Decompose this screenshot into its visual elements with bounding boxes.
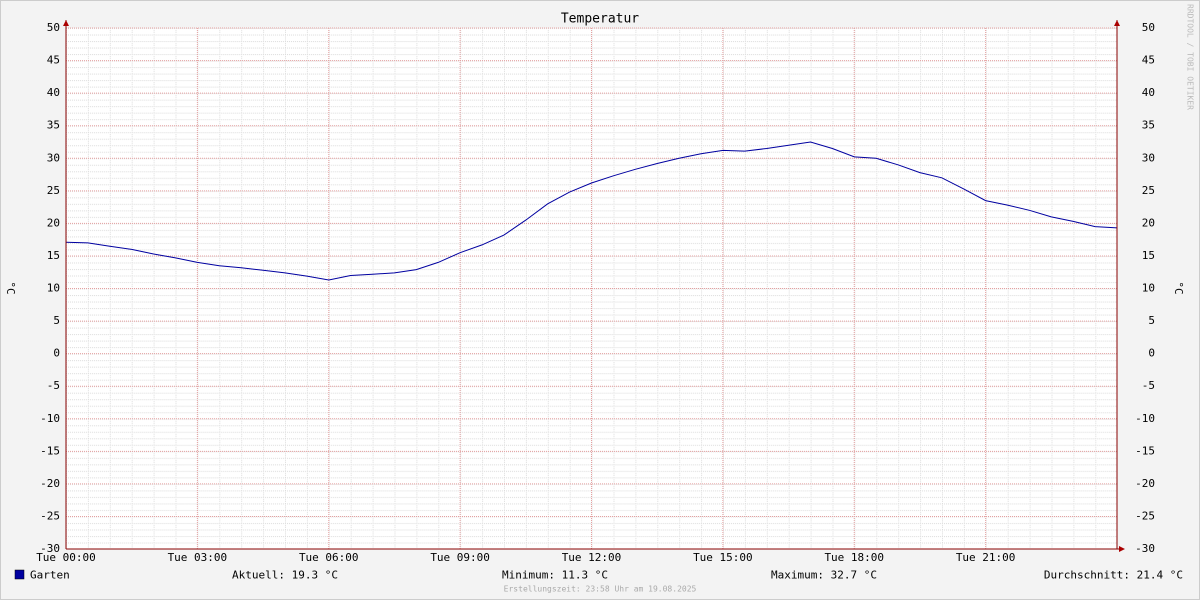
y-tick-label: 25 xyxy=(47,184,60,197)
y2-tick-label: 35 xyxy=(1142,119,1155,132)
y2-tick-label: 10 xyxy=(1142,282,1155,295)
x-tick-label: Tue 15:00 xyxy=(693,551,753,564)
x-tick-label: Tue 21:00 xyxy=(956,551,1016,564)
y-tick-label: 50 xyxy=(47,21,60,34)
x-tick-label: Tue 06:00 xyxy=(299,551,359,564)
y-tick-label: 40 xyxy=(47,86,60,99)
legend-label: Garten xyxy=(30,569,70,582)
y-tick-label: 15 xyxy=(47,249,60,262)
watermark: RRDTOOL / TOBI OETIKER xyxy=(1186,4,1195,110)
y2-tick-label: -5 xyxy=(1142,379,1155,392)
y-tick-label: 35 xyxy=(47,119,60,132)
x-tick-label: Tue 12:00 xyxy=(562,551,622,564)
x-tick-label: Tue 09:00 xyxy=(430,551,490,564)
y2-tick-label: 5 xyxy=(1148,314,1155,327)
y-tick-label: 20 xyxy=(47,216,60,229)
y-tick-label: -15 xyxy=(40,444,60,457)
y2-tick-label: 45 xyxy=(1142,54,1155,67)
footer: Erstellungszeit: 23:58 Uhr am 19.08.2025 xyxy=(504,585,697,594)
y2-tick-label: -15 xyxy=(1135,444,1155,457)
legend-swatch xyxy=(14,569,25,580)
y2-tick-label: 0 xyxy=(1148,347,1155,360)
x-tick-label: Tue 18:00 xyxy=(824,551,884,564)
stat: Minimum: 11.3 °C xyxy=(502,569,608,582)
y2-tick-label: -20 xyxy=(1135,477,1155,490)
y-tick-label: -10 xyxy=(40,412,60,425)
stat: Aktuell: 19.3 °C xyxy=(232,569,338,582)
y-tick-label: -30 xyxy=(40,542,60,555)
y-tick-label: 30 xyxy=(47,151,60,164)
stat: Durchschnitt: 21.4 °C xyxy=(1044,569,1183,582)
y2-axis-label: °C xyxy=(1172,281,1185,294)
y2-tick-label: 40 xyxy=(1142,86,1155,99)
y-tick-label: 45 xyxy=(47,54,60,67)
y-tick-label: 0 xyxy=(53,347,60,360)
y2-tick-label: 30 xyxy=(1142,151,1155,164)
y-tick-label: -25 xyxy=(40,509,60,522)
y2-tick-label: 15 xyxy=(1142,249,1155,262)
y-tick-label: 10 xyxy=(47,282,60,295)
y-tick-label: 5 xyxy=(53,314,60,327)
y-tick-label: -20 xyxy=(40,477,60,490)
y2-tick-label: -30 xyxy=(1135,542,1155,555)
y2-tick-label: 25 xyxy=(1142,184,1155,197)
y2-tick-label: -10 xyxy=(1135,412,1155,425)
x-tick-label: Tue 00:00 xyxy=(36,551,96,564)
line-series xyxy=(65,141,1118,281)
stat: Maximum: 32.7 °C xyxy=(771,569,877,582)
x-tick-label: Tue 03:00 xyxy=(168,551,228,564)
y-tick-label: -5 xyxy=(47,379,60,392)
y-axis-label: °C xyxy=(4,281,17,294)
y2-tick-label: 20 xyxy=(1142,216,1155,229)
y2-tick-label: -25 xyxy=(1135,509,1155,522)
chart-title: Temperatur xyxy=(561,12,639,27)
y2-tick-label: 50 xyxy=(1142,21,1155,34)
